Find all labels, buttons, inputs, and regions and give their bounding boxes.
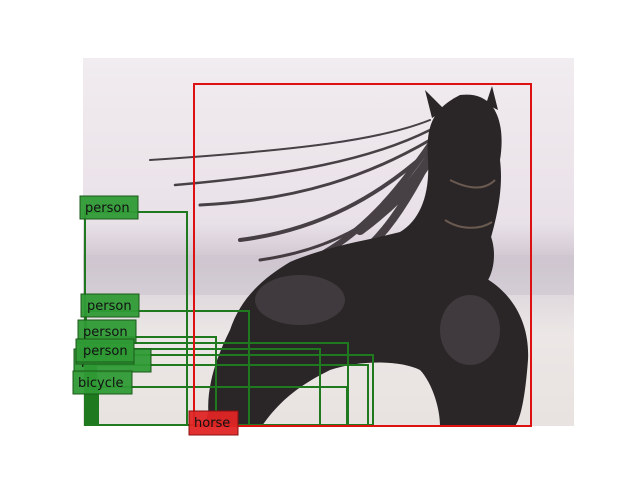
person-label-1-text: person xyxy=(85,201,130,216)
person-label-3-text: person xyxy=(83,325,128,340)
photo xyxy=(83,58,574,426)
person-label-4-text: person xyxy=(83,344,128,359)
horse-label: horse xyxy=(189,411,238,435)
bicycle-label-text: bicycle xyxy=(78,376,123,391)
bicycle-label: bicycle xyxy=(73,371,132,394)
horse-label-text: horse xyxy=(194,416,230,431)
person-label-2-text: person xyxy=(87,299,132,314)
person-label-2: person xyxy=(81,294,139,317)
person-label-4: person xyxy=(76,339,134,362)
person-label-1: person xyxy=(80,196,138,219)
